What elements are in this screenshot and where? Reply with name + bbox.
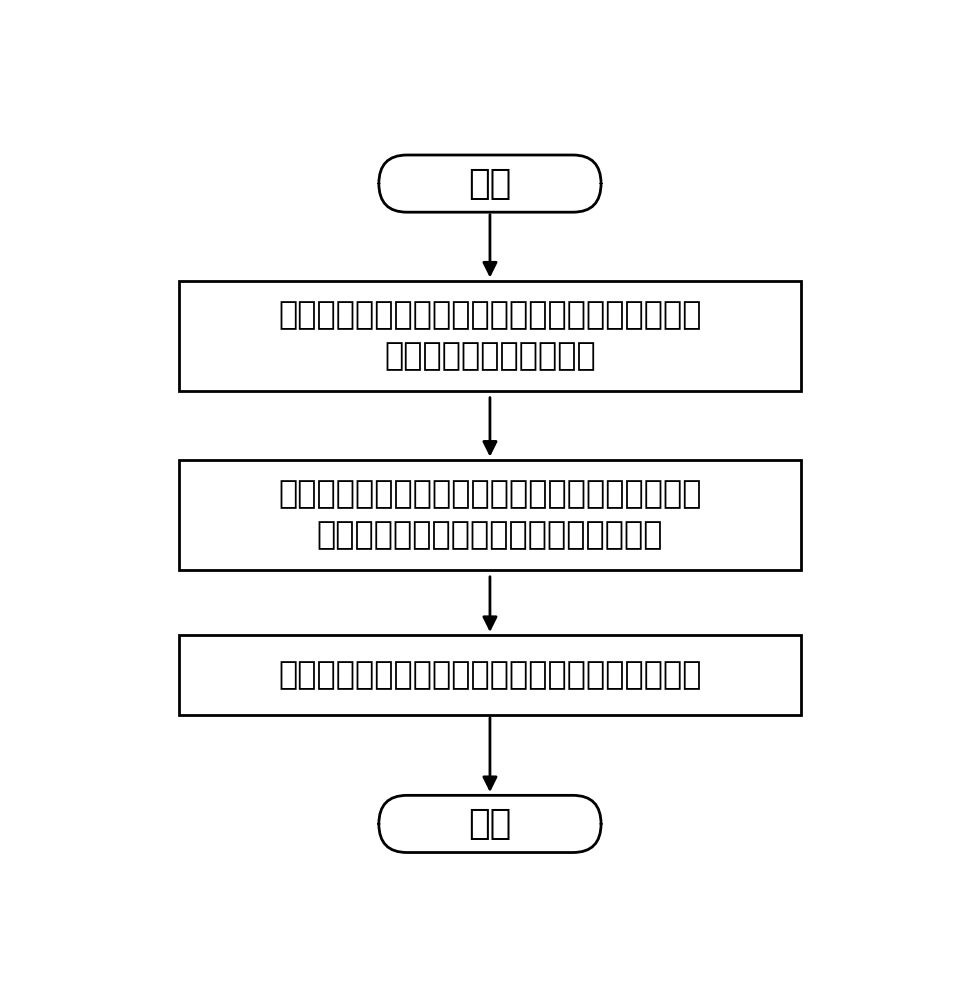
- FancyBboxPatch shape: [179, 460, 801, 570]
- FancyBboxPatch shape: [179, 636, 801, 716]
- FancyBboxPatch shape: [179, 281, 801, 391]
- FancyBboxPatch shape: [379, 155, 601, 212]
- Text: 利用数字图像相关方法获得受载的前后表面平行物
体前后表面测点的速度场: 利用数字图像相关方法获得受载的前后表面平行物 体前后表面测点的速度场: [278, 300, 702, 372]
- Text: 将物体剖分成体素长方体，将各体素长方体剖分成
体素四面体，计算各体素四面体的应变率: 将物体剖分成体素长方体，将各体素长方体剖分成 体素四面体，计算各体素四面体的应变…: [278, 479, 702, 551]
- FancyBboxPatch shape: [379, 795, 601, 852]
- Text: 开始: 开始: [468, 166, 511, 201]
- Text: 由各体素四面体的应变率计算体素长方体的应变率: 由各体素四面体的应变率计算体素长方体的应变率: [278, 659, 702, 691]
- Text: 结束: 结束: [468, 807, 511, 841]
